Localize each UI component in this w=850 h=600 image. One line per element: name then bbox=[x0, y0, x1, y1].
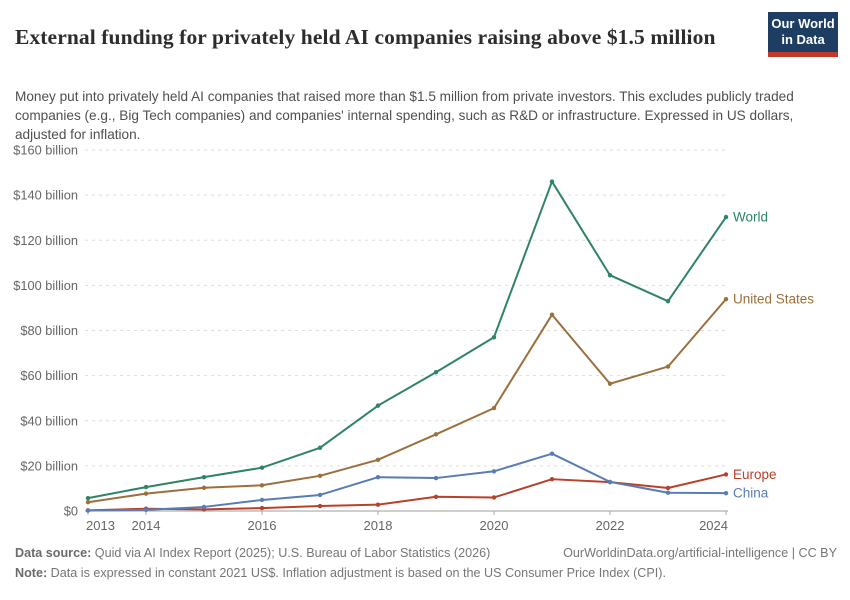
chart-subtitle: Money put into privately held AI compani… bbox=[15, 88, 794, 143]
chart-footer: Data source: Quid via AI Index Report (2… bbox=[15, 544, 837, 583]
data-point bbox=[259, 465, 265, 470]
data-point bbox=[433, 494, 439, 499]
y-tick-label: $40 billion bbox=[20, 413, 78, 428]
x-tick-label: 2014 bbox=[132, 518, 161, 533]
data-point bbox=[143, 507, 149, 513]
series-label-world[interactable]: World bbox=[733, 210, 768, 225]
data-point bbox=[85, 495, 91, 501]
data-point bbox=[665, 298, 671, 304]
y-tick-label: $160 billion bbox=[13, 143, 78, 158]
x-tick-label: 2013 bbox=[86, 518, 115, 533]
data-point bbox=[201, 504, 207, 510]
data-point bbox=[85, 508, 91, 513]
x-tick-label: 2022 bbox=[596, 518, 625, 533]
owid-logo-line1: Our World bbox=[771, 15, 835, 31]
x-tick-label: 2020 bbox=[480, 518, 509, 533]
data-point bbox=[201, 474, 207, 480]
series-line-united-states[interactable] bbox=[87, 298, 727, 504]
series-label-united-states[interactable]: United States bbox=[733, 292, 814, 307]
data-point bbox=[317, 492, 323, 498]
owid-logo-line2: in Data bbox=[781, 32, 825, 47]
data-point bbox=[317, 473, 323, 479]
data-point bbox=[665, 490, 671, 495]
series-united-states: United States bbox=[85, 292, 814, 505]
data-point bbox=[143, 491, 149, 496]
y-tick-label: $140 billion bbox=[13, 188, 78, 203]
data-point bbox=[491, 335, 497, 340]
chart-title: External funding for privately held AI c… bbox=[15, 25, 716, 50]
data-point bbox=[85, 500, 91, 505]
x-axis: 2013 2014 2016 2018 2020 2022 2024 bbox=[86, 511, 728, 533]
data-point bbox=[375, 403, 381, 408]
series-world: World bbox=[85, 179, 768, 501]
data-source-text: Data source: Quid via AI Index Report (2… bbox=[15, 546, 491, 560]
data-point bbox=[143, 484, 149, 490]
data-point bbox=[549, 451, 555, 456]
data-point bbox=[607, 273, 613, 278]
series-line-world[interactable] bbox=[87, 180, 727, 500]
data-point bbox=[375, 502, 381, 507]
data-point bbox=[723, 296, 729, 302]
data-point bbox=[375, 474, 381, 480]
data-point bbox=[491, 495, 497, 500]
y-tick-label: $100 billion bbox=[13, 278, 78, 293]
data-point bbox=[549, 312, 555, 317]
data-point bbox=[259, 497, 265, 503]
owid-logo[interactable]: Our World in Data bbox=[768, 12, 838, 57]
data-point bbox=[491, 469, 497, 474]
x-tick-label: 2024 bbox=[699, 518, 728, 533]
data-point bbox=[433, 475, 439, 481]
series-label-china[interactable]: China bbox=[733, 486, 769, 501]
x-tick-label: 2018 bbox=[364, 518, 393, 533]
owid-url-link[interactable]: OurWorldinData.org/artificial-intelligen… bbox=[563, 546, 837, 560]
series-line-china[interactable] bbox=[87, 452, 727, 512]
y-axis: $0 $20 billion $40 billion $60 billion $80 b… bbox=[13, 143, 728, 519]
data-point bbox=[723, 490, 729, 496]
y-tick-label: $60 billion bbox=[20, 368, 78, 383]
data-point bbox=[317, 445, 323, 451]
data-point bbox=[201, 485, 207, 490]
data-point bbox=[259, 505, 265, 511]
data-point bbox=[259, 483, 265, 488]
note-text: Note: Data is expressed in constant 2021… bbox=[15, 565, 666, 580]
y-tick-label: $20 billion bbox=[20, 458, 78, 473]
y-tick-label: $80 billion bbox=[20, 323, 78, 338]
data-point bbox=[317, 503, 323, 509]
data-point bbox=[665, 485, 671, 491]
series-china: China bbox=[85, 451, 769, 513]
data-point bbox=[433, 432, 439, 437]
data-point bbox=[607, 381, 613, 386]
data-point bbox=[723, 472, 729, 477]
y-tick-label: $0 bbox=[64, 504, 78, 519]
data-point bbox=[491, 405, 497, 411]
data-point bbox=[433, 370, 439, 375]
data-point bbox=[375, 457, 381, 462]
y-tick-label: $120 billion bbox=[13, 233, 78, 248]
x-tick-label: 2016 bbox=[248, 518, 277, 533]
series-label-europe[interactable]: Europe bbox=[733, 467, 777, 482]
data-point bbox=[549, 476, 555, 482]
data-point bbox=[723, 214, 729, 220]
data-point bbox=[665, 364, 671, 369]
note-label: Note: bbox=[15, 565, 48, 580]
data-point bbox=[607, 479, 613, 485]
data-source-label: Data source: bbox=[15, 546, 92, 560]
data-point bbox=[549, 179, 555, 184]
